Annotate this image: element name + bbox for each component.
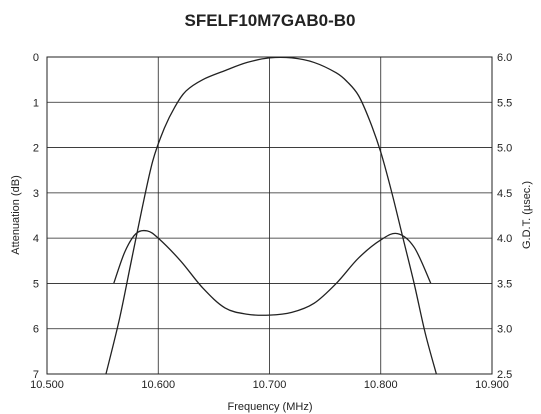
y-right-tick-label: 5.0 [497, 143, 512, 155]
y-right-tick-label: 3.5 [497, 278, 512, 290]
series-layer [105, 56, 437, 375]
y-left-tick-label: 5 [33, 278, 39, 290]
y-left-tick-label: 7 [33, 369, 39, 381]
plot-frame [46, 56, 493, 375]
y-right-tick-label: 4.0 [497, 233, 512, 245]
y-left-tick-label: 6 [33, 324, 39, 336]
y-right-tick-label: 3.0 [497, 324, 512, 336]
gdt-curve [113, 229, 432, 316]
y-axis-left-label: Attenuation (dB) [10, 175, 22, 255]
y-right-tick-label: 4.5 [497, 188, 512, 200]
y-left-tick-label: 3 [33, 188, 39, 200]
attenuation-curve [105, 56, 437, 375]
chart-title: SFELF10M7GAB0-B0 [185, 11, 356, 30]
x-tick-label: 10.600 [141, 379, 175, 391]
x-axis-label: Frequency (MHz) [228, 401, 313, 413]
x-tick-label: 10.800 [364, 379, 398, 391]
x-tick-label: 10.500 [30, 379, 64, 391]
y-right-tick-label: 2.5 [497, 369, 512, 381]
x-tick-label: 10.700 [253, 379, 287, 391]
tick-layer: 10.500 10.600 10.700 10.800 10.900 0 6.0 1 5.5 2 5… [30, 52, 512, 391]
y-left-tick-label: 0 [33, 52, 39, 64]
y-left-tick-label: 1 [33, 97, 39, 109]
y-left-tick-label: 2 [33, 143, 39, 155]
y-left-tick-label: 4 [33, 233, 39, 245]
y-axis-right-label: G.D.T. (µsec.) [521, 181, 533, 249]
grid-layer [47, 57, 492, 374]
y-right-tick-label: 6.0 [497, 52, 512, 64]
y-right-tick-label: 5.5 [497, 97, 512, 109]
x-tick-label: 10.900 [475, 379, 509, 391]
